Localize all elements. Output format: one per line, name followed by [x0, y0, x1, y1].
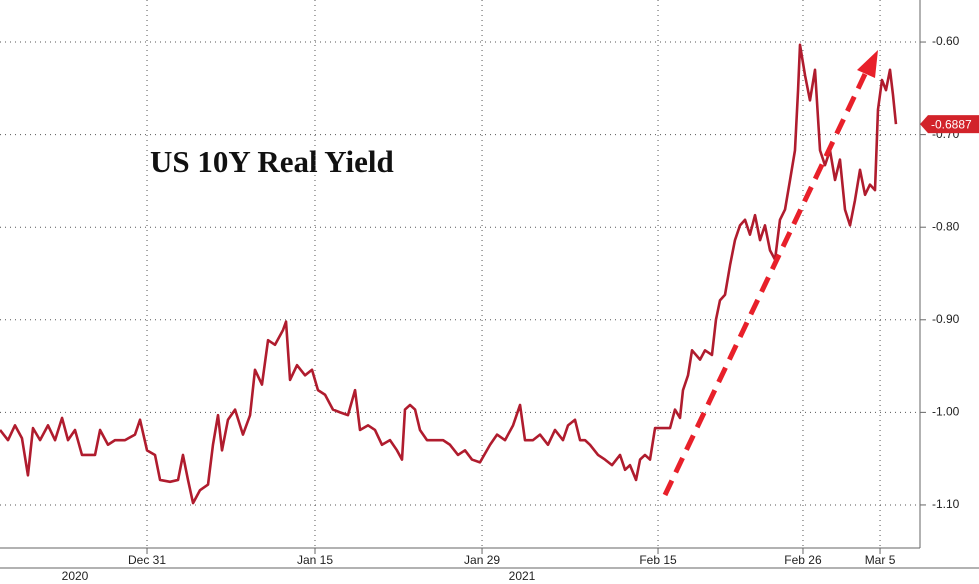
y-tick-label: -1.10: [932, 497, 960, 511]
arrow-head: [857, 50, 878, 78]
y-tick-label: -0.90: [932, 312, 960, 326]
last-value-label: -0.6887: [931, 117, 972, 131]
last-value-pointer: [920, 115, 928, 134]
x-tick-label: Feb 26: [784, 553, 822, 567]
x-tick-label: Feb 15: [639, 553, 677, 567]
trend-arrow: [662, 50, 878, 497]
yield-line: [0, 43, 898, 505]
x-tick-label: Mar 5: [865, 553, 896, 567]
chart-title: US 10Y Real Yield: [150, 144, 394, 179]
arrow-shaft: [662, 70, 869, 497]
x-tick-label: Jan 29: [464, 553, 500, 567]
y-tick-label: -0.60: [932, 34, 960, 48]
y-tick-label: -1.00: [932, 405, 960, 419]
year-label: 2020: [62, 569, 89, 583]
y-tick-label: -0.80: [932, 219, 960, 233]
series: [0, 43, 898, 505]
x-tick-label: Dec 31: [128, 553, 166, 567]
last-value-badge: [928, 115, 979, 134]
grid: [0, 0, 920, 548]
x-tick-label: Jan 15: [297, 553, 333, 567]
year-label: 2021: [509, 569, 536, 583]
